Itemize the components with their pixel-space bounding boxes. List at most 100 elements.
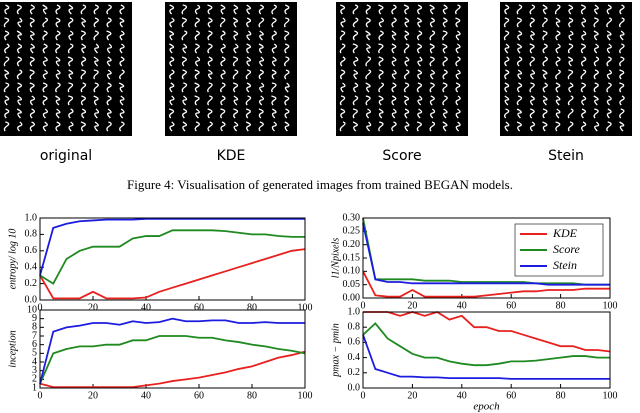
digit-stroke (207, 17, 213, 28)
digit-stroke (378, 4, 384, 15)
digit-stroke (106, 56, 112, 67)
digit-stroke (429, 121, 436, 132)
digit-stroke (365, 56, 372, 67)
caption: Figure 4: Visualisation of generated ima… (127, 177, 513, 192)
digit-stroke (42, 30, 48, 41)
digit-stroke (94, 108, 100, 119)
digit-stroke (339, 43, 346, 54)
digit-stroke (17, 121, 23, 132)
image-label: KDE (217, 148, 246, 164)
digit-stroke (68, 69, 74, 80)
digit-stroke (284, 108, 290, 119)
digit-stroke (4, 69, 10, 80)
digit-stroke (504, 43, 510, 54)
digit-stroke (119, 30, 125, 41)
digit-stroke (429, 4, 435, 15)
digit-stroke (118, 82, 125, 93)
digit-stroke (619, 108, 625, 119)
digit-stroke (340, 82, 346, 93)
digit-stroke (567, 69, 574, 80)
digit-stroke (3, 121, 10, 132)
digit-stroke (42, 82, 48, 93)
digit-stroke (220, 56, 226, 67)
digit-stroke (391, 4, 397, 15)
digit-stroke (339, 30, 346, 41)
digit-stroke (93, 56, 99, 67)
digit-stroke (233, 43, 239, 54)
digit-stroke (258, 95, 265, 106)
digit-stroke (29, 17, 35, 28)
digit-stroke (618, 17, 625, 28)
y-tick-label: 0.4 (348, 352, 361, 363)
digit-stroke (194, 30, 200, 41)
x-tick-label: 80 (556, 390, 566, 401)
digit-stroke (529, 82, 535, 93)
image-label: Stein (548, 148, 584, 164)
y-tick-label: 0.00 (343, 292, 361, 303)
digit-stroke (417, 17, 422, 28)
digit-stroke (4, 4, 10, 15)
digit-stroke (271, 108, 277, 119)
digit-stroke (284, 4, 290, 15)
digit-stroke (516, 4, 523, 15)
digit-stroke (80, 95, 86, 106)
digit-stroke (417, 95, 423, 106)
digit-stroke (119, 69, 125, 80)
digit-stroke (555, 82, 561, 93)
digit-stroke (119, 121, 125, 132)
digit-stroke (504, 82, 510, 93)
digit-stroke (194, 82, 200, 93)
digit-stroke (542, 4, 548, 15)
digit-stroke (233, 30, 239, 41)
digit-stroke (220, 69, 226, 80)
digit-stroke (416, 82, 423, 93)
digit-stroke (504, 56, 510, 67)
image-grid (165, 2, 297, 136)
digit-stroke (119, 95, 125, 106)
image-label: original (40, 148, 92, 164)
digit-stroke (568, 56, 574, 67)
digit-stroke (106, 121, 112, 132)
digit-stroke (207, 69, 213, 80)
series-line (39, 248, 306, 300)
digit-stroke (3, 17, 10, 28)
image-label: Score (382, 148, 421, 164)
digit-stroke (3, 56, 10, 67)
x-tick-label: 0 (361, 300, 366, 311)
digit-stroke (417, 108, 423, 119)
digit-stroke (17, 95, 23, 106)
digit-stroke (404, 108, 410, 119)
digit-stroke (378, 108, 384, 119)
digit-stroke (619, 82, 625, 93)
digit-stroke (606, 69, 612, 80)
x-tick-label: 80 (247, 390, 257, 401)
digit-stroke (391, 30, 397, 41)
digit-stroke (42, 95, 48, 106)
y-axis-label: inception (7, 330, 18, 367)
digit-stroke (207, 108, 213, 119)
digit-stroke (365, 17, 371, 28)
digit-stroke (581, 30, 587, 41)
series-line (362, 270, 610, 298)
digit-stroke (340, 4, 346, 15)
digit-stroke (93, 30, 99, 41)
x-tick-label: 40 (457, 300, 467, 311)
digit-stroke (93, 82, 99, 93)
digit-stroke (169, 82, 175, 93)
digit-stroke (68, 121, 74, 132)
digit-stroke (284, 43, 290, 54)
digit-stroke (542, 43, 548, 54)
digit-stroke (68, 108, 74, 119)
digit-stroke (106, 95, 112, 106)
digit-stroke (503, 17, 510, 28)
digit-stroke (504, 121, 510, 132)
digit-stroke (353, 82, 359, 93)
digit-stroke (271, 30, 277, 41)
y-tick-label: 4 (32, 356, 37, 367)
digit-stroke (258, 17, 265, 28)
digit-stroke (55, 82, 61, 93)
digit-stroke (29, 4, 35, 15)
digit-stroke (442, 82, 448, 93)
x-tick-label: 60 (506, 300, 516, 311)
digit-stroke (403, 4, 410, 15)
